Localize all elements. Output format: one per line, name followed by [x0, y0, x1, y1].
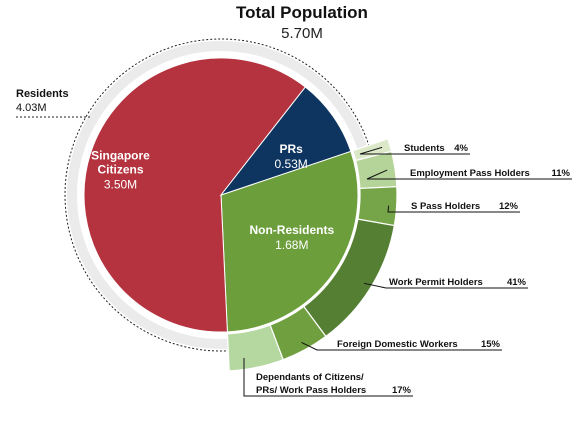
work-permit-holders-leader-line [363, 282, 528, 289]
students-label: Students [404, 143, 445, 154]
employment-pass-holders-label: Employment Pass Holders [410, 168, 530, 179]
residents-value: 4.03M [16, 102, 47, 114]
chart-title: Total Population [236, 3, 368, 22]
dependants-of-citizens-prs-work-pass-holders-label: Dependants of Citizens/ [256, 372, 364, 383]
employment-pass-holders-leader-line [366, 169, 572, 180]
s-pass-holders-label: S Pass Holders [411, 201, 480, 212]
non-residents-slice [220, 150, 359, 333]
singapore-citizens-slice [83, 57, 307, 333]
dependants-of-citizens-prs-work-pass-holders-leader-line [243, 358, 413, 397]
prs-label: PRs [279, 142, 303, 156]
s-pass-holders-pct: 12% [499, 201, 519, 212]
work-permit-holders-label: Work Permit Holders [389, 277, 483, 288]
foreign-domestic-workers-leader-line [301, 342, 502, 351]
s-pass-holders-leader-line [387, 205, 520, 213]
singapore-citizens-label: Singapore [91, 149, 150, 163]
dependants-of-citizens-prs-work-pass-holders-pct: 17% [392, 385, 412, 396]
dependants-of-citizens-prs-work-pass-holders-label: PRs/ Work Pass Holders [256, 385, 366, 396]
chart-subtitle: 5.70M [281, 25, 323, 42]
foreign-domestic-workers-pct: 15% [481, 339, 501, 350]
students-pct: 4% [454, 143, 468, 154]
employment-pass-holders-pct: 11% [552, 168, 571, 179]
residents-label: Residents [16, 88, 69, 100]
pie-slices [83, 57, 359, 333]
dependants-of-citizens-prs-work-pass-holders-arc [226, 324, 284, 372]
work-permit-holders-pct: 41% [507, 277, 527, 288]
students-leader-line [359, 146, 470, 155]
non-residents-label: Non-Residents [249, 223, 334, 237]
leader-lines [16, 116, 572, 397]
singapore-citizens-value: 3.50M [104, 178, 137, 192]
singapore-citizens-label: Citizens [97, 163, 143, 177]
foreign-domestic-workers-label: Foreign Domestic Workers [337, 339, 458, 350]
prs-value: 0.53M [274, 157, 307, 171]
non-residents-value: 1.68M [275, 238, 308, 252]
prs-slice [219, 86, 352, 197]
